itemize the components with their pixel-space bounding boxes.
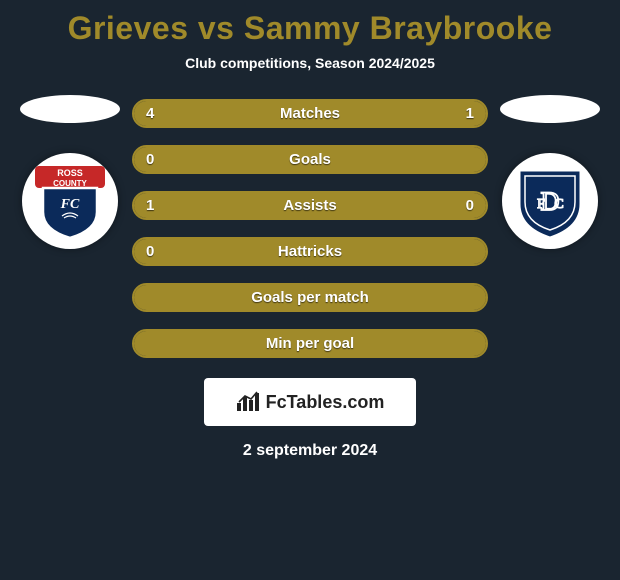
right-side-column: D F C — [490, 99, 610, 249]
stat-value-left: 4 — [146, 105, 154, 122]
stat-fill-left — [134, 285, 486, 310]
fctables-branding[interactable]: FcTables.com — [204, 378, 416, 426]
stat-bar: Hattricks0 — [132, 237, 488, 266]
stat-fill-left — [134, 193, 486, 218]
stat-value-left: 1 — [146, 197, 154, 214]
stat-bar: Assists10 — [132, 191, 488, 220]
player-oval-left — [20, 95, 120, 123]
stat-fill-left — [134, 331, 486, 356]
player-oval-right — [500, 95, 600, 123]
svg-text:FC: FC — [60, 197, 80, 212]
stat-fill-left — [134, 239, 486, 264]
fctables-label: FcTables.com — [266, 392, 385, 413]
comparison-infographic: Grieves vs Sammy Braybrooke Club competi… — [0, 0, 620, 460]
main-row: ROSS COUNTY FC Matches41Goals0Assists10H… — [0, 99, 620, 358]
team-badge-right: D F C — [502, 153, 598, 249]
page-title: Grieves vs Sammy Braybrooke — [68, 10, 553, 47]
stat-bar: Goals per match — [132, 283, 488, 312]
ross-county-crest-icon: ROSS COUNTY FC — [29, 160, 111, 242]
stat-value-left: 0 — [146, 243, 154, 260]
stat-value-right: 0 — [466, 197, 474, 214]
svg-text:COUNTY: COUNTY — [53, 179, 87, 188]
svg-text:F: F — [537, 197, 545, 212]
stat-fill-right — [416, 101, 486, 126]
svg-text:C: C — [554, 197, 563, 212]
stat-bar: Goals0 — [132, 145, 488, 174]
left-side-column: ROSS COUNTY FC — [10, 99, 130, 249]
bars-logo-icon — [236, 391, 260, 413]
svg-text:ROSS: ROSS — [57, 168, 83, 178]
stat-bar: Matches41 — [132, 99, 488, 128]
stat-fill-left — [134, 101, 416, 126]
stat-fill-left — [134, 147, 486, 172]
dundee-crest-icon: D F C — [509, 160, 591, 242]
subtitle: Club competitions, Season 2024/2025 — [185, 55, 435, 71]
stat-value-left: 0 — [146, 151, 154, 168]
stat-value-right: 1 — [466, 105, 474, 122]
team-badge-left: ROSS COUNTY FC — [22, 153, 118, 249]
stat-bar: Min per goal — [132, 329, 488, 358]
stats-bars: Matches41Goals0Assists10Hattricks0Goals … — [130, 99, 490, 358]
date-text: 2 september 2024 — [243, 442, 377, 460]
